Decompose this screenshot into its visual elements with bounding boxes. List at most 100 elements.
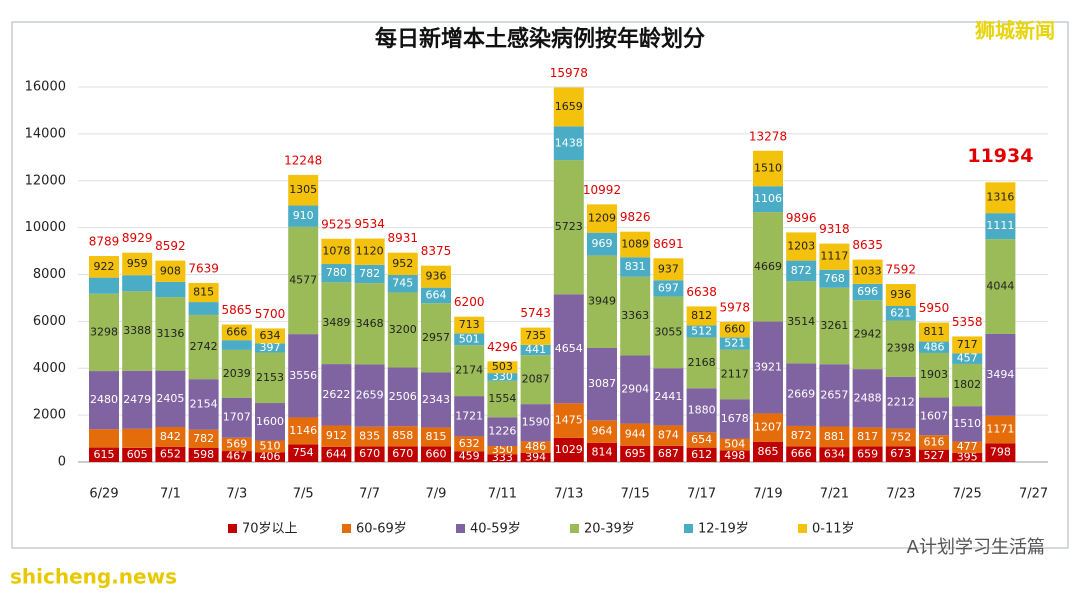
bar-segment bbox=[487, 417, 518, 446]
bar-segment bbox=[188, 314, 219, 380]
bar-segment bbox=[553, 403, 584, 438]
bar-segment bbox=[786, 281, 817, 364]
data-label: 922 bbox=[94, 260, 115, 273]
bar-segment bbox=[387, 446, 418, 462]
bar-segment bbox=[819, 269, 850, 288]
data-label: 605 bbox=[127, 448, 148, 461]
data-label: 717 bbox=[957, 338, 978, 351]
data-label: 3298 bbox=[90, 325, 118, 338]
bar-segment bbox=[985, 213, 1016, 240]
data-label: 936 bbox=[890, 288, 911, 301]
data-label: 2087 bbox=[522, 373, 550, 386]
data-label: 1707 bbox=[223, 411, 251, 424]
bar-segment bbox=[587, 232, 617, 256]
bar-segment bbox=[255, 440, 285, 453]
data-label: 3261 bbox=[820, 319, 848, 332]
total-label: 5978 bbox=[720, 300, 751, 314]
bar-segment bbox=[753, 212, 783, 322]
bar-segment bbox=[919, 397, 949, 436]
bar-segment bbox=[719, 399, 750, 439]
x-tick-label: 7/25 bbox=[953, 487, 982, 502]
data-label: 503 bbox=[492, 360, 513, 373]
bar-segment bbox=[288, 334, 319, 418]
data-label: 3055 bbox=[654, 325, 682, 338]
total-label: 8635 bbox=[852, 238, 883, 252]
bar-segment bbox=[985, 239, 1016, 334]
bar-segment bbox=[321, 364, 352, 426]
bar-segment bbox=[852, 369, 883, 428]
bar-segment bbox=[985, 333, 1016, 416]
bar-segment bbox=[487, 445, 518, 455]
data-label: 2479 bbox=[123, 393, 151, 406]
data-label: 695 bbox=[625, 447, 646, 460]
bar-segment bbox=[454, 396, 485, 437]
bar-segment bbox=[89, 293, 119, 372]
legend-label: 40-59岁 bbox=[470, 522, 521, 537]
bar-segment bbox=[620, 445, 651, 462]
data-label: 1117 bbox=[820, 250, 848, 263]
data-label: 3363 bbox=[621, 309, 649, 322]
bar-segment bbox=[885, 284, 916, 306]
x-tick-label: 7/19 bbox=[753, 487, 782, 502]
data-label: 486 bbox=[525, 440, 546, 453]
data-label: 652 bbox=[160, 447, 181, 460]
data-label: 670 bbox=[359, 447, 380, 460]
bar-segment bbox=[587, 255, 617, 348]
bar-segment bbox=[155, 426, 186, 447]
data-label: 2168 bbox=[688, 356, 716, 369]
bar-segment bbox=[620, 423, 651, 446]
bar-segment bbox=[885, 320, 916, 377]
bar-segment bbox=[753, 413, 783, 442]
bar-segment bbox=[321, 446, 352, 462]
bar-segment bbox=[919, 449, 949, 462]
data-label: 644 bbox=[326, 447, 347, 460]
bar-segment bbox=[952, 336, 983, 354]
data-label: 964 bbox=[592, 425, 613, 438]
watermark: 狮城新闻 bbox=[975, 19, 1055, 43]
bar-segment bbox=[852, 446, 883, 462]
legend-label: 12-19岁 bbox=[698, 522, 749, 537]
bar-segment bbox=[553, 126, 584, 161]
bar-segment bbox=[122, 252, 153, 276]
bar-segment bbox=[686, 447, 717, 462]
total-label: 7639 bbox=[188, 261, 219, 275]
bar-segment bbox=[421, 287, 451, 304]
bar-segment bbox=[221, 451, 252, 462]
bar-segment bbox=[321, 282, 352, 365]
bar-segment bbox=[188, 302, 219, 315]
data-label: 660 bbox=[426, 447, 447, 460]
data-label: 3921 bbox=[754, 360, 782, 373]
bar-segment bbox=[520, 344, 551, 356]
data-label: 735 bbox=[525, 329, 546, 342]
bar-segment bbox=[786, 260, 817, 282]
bar-segment bbox=[454, 316, 485, 334]
x-tick-label: 7/9 bbox=[426, 487, 447, 502]
data-label: 521 bbox=[724, 336, 745, 349]
data-label: 634 bbox=[824, 448, 845, 461]
bar-segment bbox=[653, 445, 684, 462]
bar-segment bbox=[885, 376, 916, 429]
data-label: 872 bbox=[791, 264, 812, 277]
data-label: 812 bbox=[691, 309, 712, 322]
bar-segment bbox=[686, 306, 717, 326]
bar-segment bbox=[719, 337, 750, 350]
data-label: 333 bbox=[492, 451, 513, 464]
total-label: 5743 bbox=[520, 306, 551, 320]
data-label: 512 bbox=[691, 324, 712, 337]
data-label: 815 bbox=[193, 286, 214, 299]
data-label: 1721 bbox=[455, 409, 483, 422]
data-label: 1600 bbox=[256, 415, 284, 428]
data-label: 936 bbox=[426, 270, 447, 283]
bar-segment bbox=[255, 328, 285, 344]
data-label: 754 bbox=[293, 446, 314, 459]
data-label: 752 bbox=[890, 430, 911, 443]
data-label: 1607 bbox=[920, 409, 948, 422]
data-label: 3494 bbox=[986, 368, 1014, 381]
data-label: 504 bbox=[724, 437, 745, 450]
bar-segment bbox=[288, 444, 319, 462]
data-label: 2942 bbox=[854, 328, 882, 341]
data-label: 569 bbox=[226, 437, 247, 450]
data-label: 842 bbox=[160, 430, 181, 443]
bar-segment bbox=[587, 204, 617, 233]
bar-segment bbox=[852, 300, 883, 370]
